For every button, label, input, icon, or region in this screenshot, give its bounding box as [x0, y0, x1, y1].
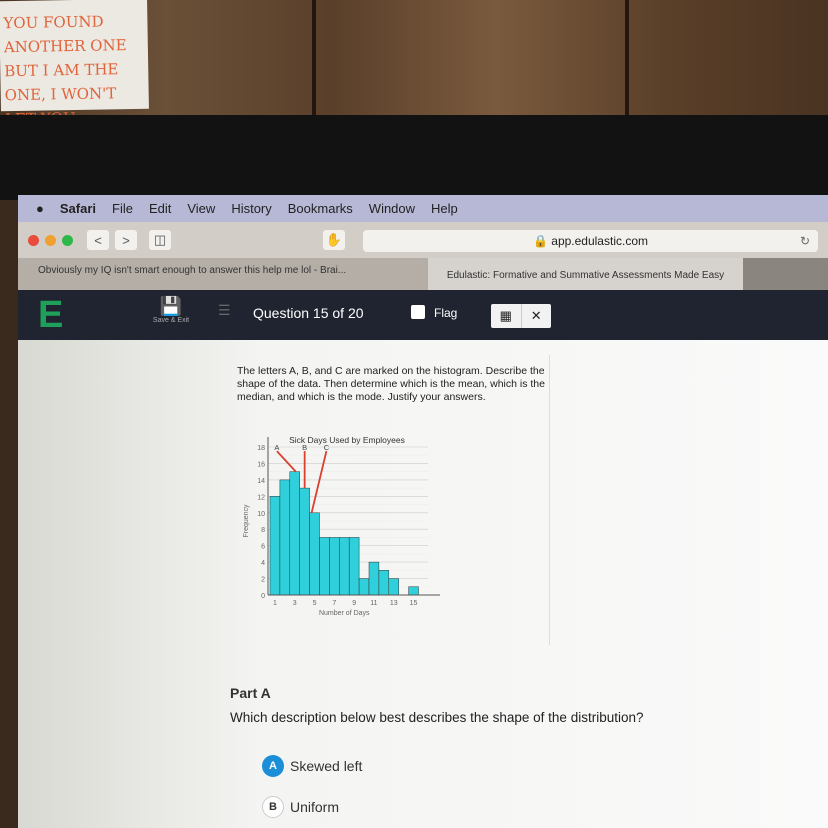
question-content: The letters A, B, and C are marked on th… — [18, 340, 828, 828]
y-axis-label: Frequency — [243, 504, 250, 538]
x-tick-label: 7 — [332, 600, 336, 607]
menu-history[interactable]: History — [231, 201, 272, 216]
y-tick-label: 14 — [257, 478, 265, 485]
app-header: E 💾 Save & Exit ☰ Question 15 of 20 Flag … — [18, 290, 828, 340]
save-exit-label: Save & Exit — [152, 317, 190, 324]
x-tick-label: 9 — [352, 600, 356, 607]
marker-line-a — [276, 450, 297, 473]
histogram-bar — [279, 479, 291, 596]
histogram-bar — [378, 570, 390, 596]
x-tick-label: 15 — [410, 600, 418, 607]
option-b-letter: B — [262, 796, 284, 818]
option-a-text: Skewed left — [290, 758, 363, 774]
histogram-bar — [329, 537, 340, 596]
background-wall: YOU FOUND ANOTHER ONE BUT I AM THE ONE, … — [0, 0, 828, 128]
apple-icon[interactable]: ● — [36, 201, 44, 216]
menu-view[interactable]: View — [187, 201, 216, 216]
x-tick-label: 13 — [390, 600, 398, 607]
calculator-icon[interactable]: ▦ — [491, 304, 522, 328]
y-tick-label: 6 — [261, 544, 265, 551]
tab-bar: Obviously my IQ isn't smart enough to an… — [18, 258, 828, 290]
histogram-bar — [368, 561, 380, 596]
laptop-bezel — [0, 115, 828, 200]
tool-buttons: ▦ ✕ — [491, 304, 551, 328]
save-exit-button[interactable]: 💾 Save & Exit — [146, 296, 196, 324]
url-text: app.edulastic.com — [551, 234, 648, 248]
histogram-bar — [289, 471, 300, 596]
marker-label-c: C — [324, 443, 330, 452]
option-b-text: Uniform — [290, 799, 340, 815]
flag-checkbox[interactable] — [411, 305, 425, 319]
sidebar-icon[interactable]: ◫ — [149, 230, 171, 250]
menu-file[interactable]: File — [112, 201, 133, 216]
y-tick-label: 2 — [261, 577, 265, 584]
save-icon: 💾 — [159, 296, 183, 316]
marker-line-c — [310, 450, 328, 513]
x-tick-label: 11 — [370, 600, 377, 607]
x-tick-label: 1 — [273, 600, 277, 607]
histogram-bar — [339, 537, 350, 596]
menu-edit[interactable]: Edit — [148, 201, 172, 216]
y-tick-label: 12 — [257, 494, 265, 501]
sticky-note: YOU FOUND ANOTHER ONE BUT I AM THE ONE, … — [0, 0, 149, 128]
histogram-bar — [348, 537, 360, 596]
back-button[interactable]: < — [87, 230, 109, 250]
y-tick-label: 18 — [257, 445, 265, 452]
option-a-letter: A — [262, 755, 284, 777]
x-tick-label: 5 — [313, 600, 317, 607]
tab-brainly[interactable]: Obviously my IQ isn't smart enough to an… — [18, 258, 428, 290]
menu-window[interactable]: Window — [368, 201, 416, 216]
histogram-bar — [358, 578, 370, 596]
histogram-bar — [408, 586, 419, 596]
menu-help[interactable]: Help — [431, 201, 458, 216]
y-tick-label: 4 — [261, 560, 265, 567]
forward-button[interactable]: > — [115, 230, 137, 250]
tab-edulastic[interactable]: Edulastic: Formative and Summative Asses… — [428, 258, 743, 290]
histogram: Sick Days Used by Employees 0 2 4 6 8 10 12 14 16… — [243, 435, 440, 617]
histogram-bar — [309, 512, 320, 596]
zoom-window-button[interactable] — [62, 234, 73, 246]
y-tick-label: 8 — [261, 527, 265, 534]
histogram-bar — [319, 537, 330, 596]
reload-icon[interactable]: ↻ — [799, 234, 810, 248]
menu-safari[interactable]: Safari — [59, 201, 96, 216]
x-axis-label: Number of Days — [319, 610, 370, 617]
screen: ● Safari File Edit View History Bookmark… — [18, 195, 828, 828]
option-b[interactable]: B Uniform — [262, 796, 339, 818]
address-bar[interactable]: 🔒 app.edulastic.com ↻ — [363, 230, 818, 252]
histogram-bar — [388, 578, 399, 596]
y-tick-label: 10 — [257, 511, 265, 518]
chart-title: Sick Days Used by Employees — [289, 435, 405, 445]
close-button[interactable]: ✕ — [530, 308, 542, 323]
histogram-bar — [299, 487, 310, 596]
close-window-button[interactable] — [28, 234, 39, 246]
hand-icon[interactable]: ✋ — [323, 230, 345, 250]
x-tick-label: 3 — [293, 600, 297, 607]
part-a-heading: Part A — [230, 685, 271, 701]
menu-bookmarks[interactable]: Bookmarks — [287, 201, 353, 216]
option-a[interactable]: A Skewed left — [262, 755, 362, 777]
y-tick-label: 0 — [261, 593, 265, 600]
y-tick-label: 16 — [257, 461, 265, 468]
menu-icon[interactable]: ☰ — [218, 302, 231, 318]
edulastic-logo: E — [38, 294, 64, 336]
minimize-window-button[interactable] — [45, 234, 56, 246]
question-text: The letters A, B, and C are marked on th… — [237, 365, 545, 403]
part-a-prompt: Which description below best describes t… — [230, 710, 644, 725]
question-counter: Question 15 of 20 — [253, 305, 364, 321]
marker-label-b: B — [302, 443, 307, 452]
marker-label-a: A — [274, 443, 279, 452]
histogram-bar — [269, 496, 281, 596]
browser-toolbar: < > ◫ ✋ 🔒 app.edulastic.com ↻ — [18, 222, 828, 258]
menu-bar: ● Safari File Edit View History Bookmark… — [18, 195, 828, 222]
question-box: The letters A, B, and C are marked on th… — [232, 355, 550, 645]
flag-label: Flag — [434, 306, 458, 320]
